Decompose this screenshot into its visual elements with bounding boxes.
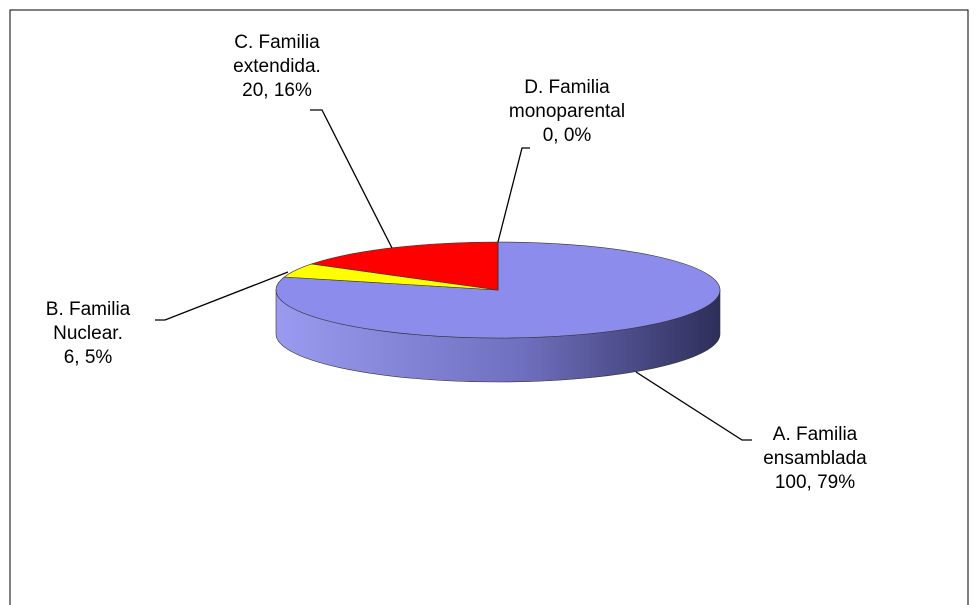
- data-label-value: 6, 5%: [64, 347, 113, 368]
- data-label-value: 100, 79%: [775, 472, 855, 493]
- leader-line: [635, 371, 752, 441]
- data-label-value: 20, 16%: [242, 80, 312, 101]
- data-label-category: C. Familia extendida.: [233, 32, 321, 77]
- data-label-category: A. Familia ensamblada: [763, 424, 867, 469]
- leader-line: [155, 271, 289, 321]
- pie-slice: [275, 241, 721, 339]
- data-label-value: 0, 0%: [543, 125, 592, 146]
- data-label-category: B. Familia Nuclear.: [46, 299, 131, 344]
- chart-frame: [9, 9, 969, 605]
- leader-line: [497, 147, 530, 243]
- data-label-category: D. Familia monoparental: [509, 77, 625, 122]
- leader-line: [310, 109, 393, 249]
